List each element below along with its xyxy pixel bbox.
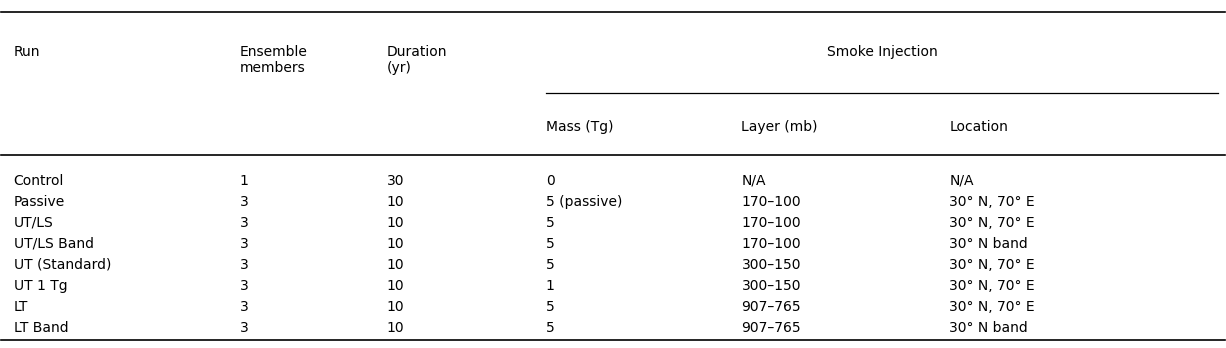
Text: 3: 3 [240,216,249,230]
Text: 907–765: 907–765 [742,321,801,335]
Text: 3: 3 [240,258,249,272]
Text: 3: 3 [240,237,249,251]
Text: N/A: N/A [949,174,973,188]
Text: Location: Location [949,120,1008,134]
Text: 10: 10 [386,279,405,293]
Text: 5: 5 [546,321,554,335]
Text: UT/LS: UT/LS [13,216,54,230]
Text: 3: 3 [240,300,249,314]
Text: Run: Run [13,45,40,58]
Text: LT Band: LT Band [13,321,69,335]
Text: 5: 5 [546,258,554,272]
Text: 5: 5 [546,216,554,230]
Text: Control: Control [13,174,64,188]
Text: 300–150: 300–150 [742,279,801,293]
Text: 3: 3 [240,195,249,209]
Text: Smoke Injection: Smoke Injection [826,45,938,58]
Text: 5: 5 [546,300,554,314]
Text: Passive: Passive [13,195,65,209]
Text: 1: 1 [240,174,249,188]
Text: N/A: N/A [742,174,766,188]
Text: 30° N, 70° E: 30° N, 70° E [949,216,1035,230]
Text: 5 (passive): 5 (passive) [546,195,622,209]
Text: Ensemble
members: Ensemble members [240,45,308,75]
Text: 3: 3 [240,321,249,335]
Text: 907–765: 907–765 [742,300,801,314]
Text: 170–100: 170–100 [742,237,801,251]
Text: Duration
(yr): Duration (yr) [386,45,447,75]
Text: 3: 3 [240,279,249,293]
Text: 30° N, 70° E: 30° N, 70° E [949,300,1035,314]
Text: 1: 1 [546,279,554,293]
Text: 30° N, 70° E: 30° N, 70° E [949,258,1035,272]
Text: Mass (Tg): Mass (Tg) [546,120,613,134]
Text: Layer (mb): Layer (mb) [742,120,818,134]
Text: 30° N, 70° E: 30° N, 70° E [949,279,1035,293]
Text: 10: 10 [386,216,405,230]
Text: 170–100: 170–100 [742,216,801,230]
Text: 30° N band: 30° N band [949,237,1029,251]
Text: 10: 10 [386,300,405,314]
Text: 170–100: 170–100 [742,195,801,209]
Text: 30° N, 70° E: 30° N, 70° E [949,195,1035,209]
Text: 5: 5 [546,237,554,251]
Text: UT/LS Band: UT/LS Band [13,237,93,251]
Text: 10: 10 [386,195,405,209]
Text: 10: 10 [386,258,405,272]
Text: 0: 0 [546,174,554,188]
Text: LT: LT [13,300,28,314]
Text: 30° N band: 30° N band [949,321,1029,335]
Text: 300–150: 300–150 [742,258,801,272]
Text: UT 1 Tg: UT 1 Tg [13,279,67,293]
Text: 10: 10 [386,321,405,335]
Text: UT (Standard): UT (Standard) [13,258,112,272]
Text: 10: 10 [386,237,405,251]
Text: 30: 30 [386,174,405,188]
